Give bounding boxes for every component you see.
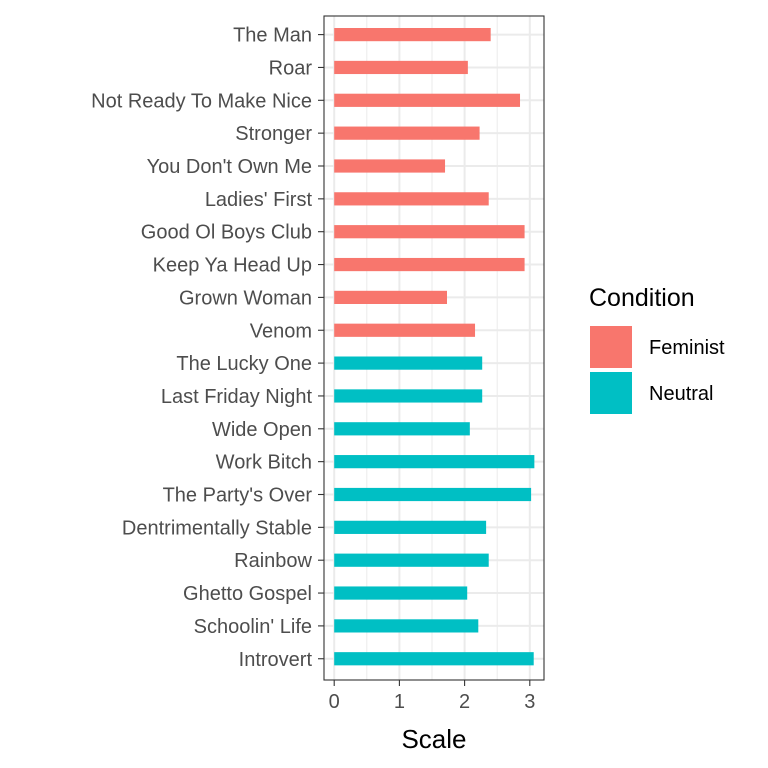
bar: [334, 652, 534, 666]
bar: [334, 60, 468, 75]
bar: [334, 192, 489, 206]
x-tick-label: 3: [524, 691, 535, 713]
y-tick-label: Ladies' First: [205, 189, 313, 211]
y-tick-label: You Don't Own Me: [147, 156, 312, 178]
bar: [334, 422, 470, 436]
bars: [334, 28, 535, 666]
bar: [334, 93, 521, 107]
bar: [334, 159, 446, 173]
x-tick-label: 2: [459, 691, 470, 713]
bar: [334, 487, 532, 502]
y-tick-label: The Lucky One: [176, 353, 312, 375]
legend-label: Neutral: [649, 383, 713, 405]
panel-background: [324, 16, 544, 680]
panel-border: [323, 15, 545, 681]
x-tick-label: 1: [394, 691, 405, 713]
y-tick-label: Roar: [269, 57, 313, 79]
x-tick-label: 0: [329, 691, 340, 713]
y-tick-label: Schoolin' Life: [194, 616, 312, 638]
y-tick-label: Stronger: [235, 123, 312, 145]
y-tick-label: Keep Ya Head Up: [153, 255, 312, 277]
bar: [334, 290, 447, 304]
y-tick-label: The Man: [233, 25, 312, 47]
y-tick-label: Work Bitch: [216, 452, 312, 474]
legend-key-feminist: [590, 326, 632, 368]
bar: [334, 455, 535, 469]
bar: [334, 619, 479, 633]
y-tick-label: Introvert: [239, 649, 313, 671]
y-tick-label: Venom: [250, 320, 312, 342]
y-tick-label: Ghetto Gospel: [183, 583, 312, 605]
bar: [334, 257, 525, 272]
y-tick-label: Good Ol Boys Club: [141, 222, 312, 244]
bar: [334, 126, 480, 140]
bar: [334, 553, 489, 567]
y-tick-label: Last Friday Night: [161, 386, 313, 408]
bar: [334, 520, 487, 534]
legend-key-neutral: [590, 372, 632, 414]
bar: [334, 323, 476, 337]
y-tick-label: Rainbow: [234, 550, 312, 572]
y-tick-label: The Party's Over: [163, 485, 313, 507]
y-axis: The Man Roar Not Ready To Make Nice Stronge…: [91, 25, 324, 671]
x-axis-title: Scale: [401, 724, 466, 754]
x-axis: 0 1 2 3: [329, 680, 535, 713]
y-tick-label: Wide Open: [212, 419, 312, 441]
bar: [334, 586, 468, 600]
bar: [334, 225, 525, 239]
y-tick-label: Grown Woman: [179, 287, 312, 309]
bar: [334, 389, 483, 403]
y-tick-label: Not Ready To Make Nice: [91, 90, 312, 112]
legend-label: Feminist: [649, 337, 725, 359]
legend-title: Condition: [589, 284, 695, 312]
legend: Condition Feminist Neutral: [589, 284, 725, 414]
bar: [334, 356, 483, 370]
y-tick-label: Dentrimentally Stable: [122, 517, 312, 539]
bar: [334, 28, 491, 42]
